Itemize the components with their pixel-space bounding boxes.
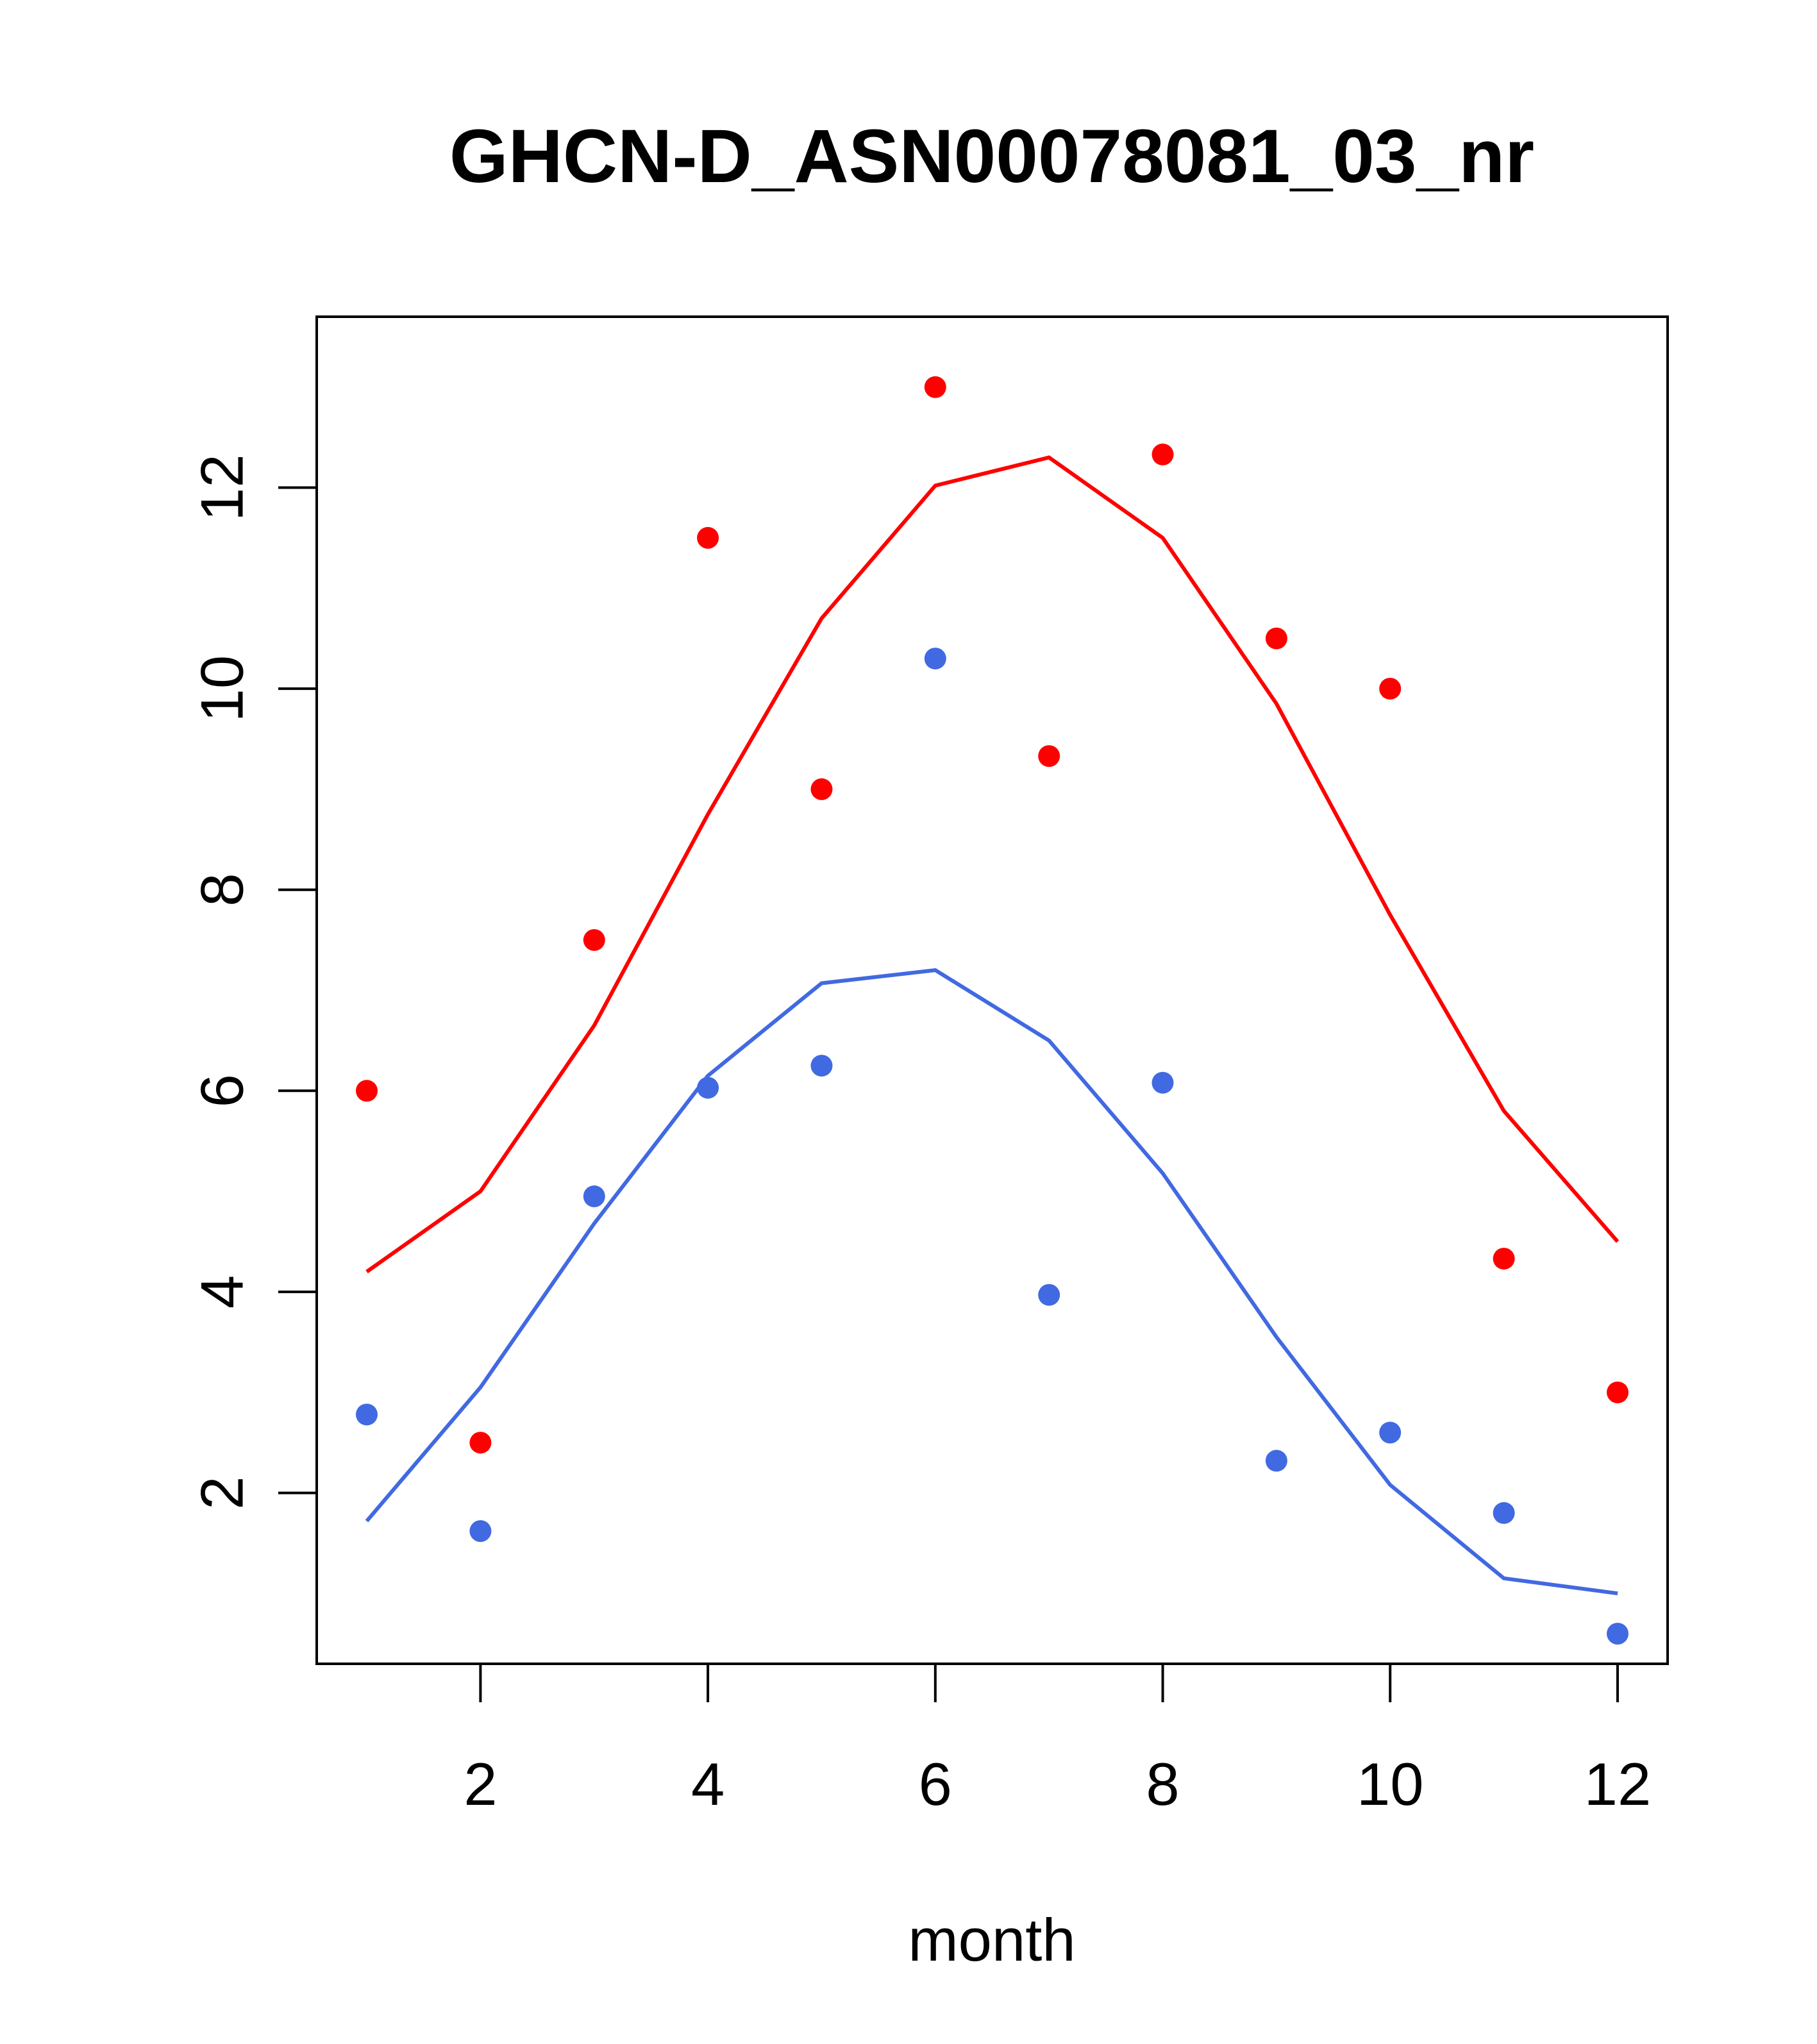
y-tick-label: 8 [188,873,256,907]
series-2-point [697,1076,719,1099]
series-2-point [924,648,946,670]
x-tick-label: 10 [1357,1750,1424,1818]
series-2-point [1379,1421,1402,1444]
x-axis-label: month [908,1906,1075,1973]
series-2-line [365,968,1618,1596]
chart-title: GHCN-D_ASN00078081_03_nr [449,114,1534,199]
y-tick-label: 12 [188,454,256,521]
series-1-point [697,526,719,549]
series-2-point [1607,1623,1629,1645]
series-1-point [1493,1248,1515,1270]
y-tick-label: 2 [188,1476,256,1509]
y-tick-label: 4 [188,1275,256,1309]
x-tick-label: 4 [691,1750,724,1818]
series-1-point [583,929,605,951]
series-2-point [1265,1450,1287,1472]
series-1-point [810,778,833,800]
y-axis: 2 4 6 8 10 12 [188,454,318,1510]
x-tick-label: 2 [464,1750,497,1818]
series-1-point [356,1080,378,1102]
series-1-point [1151,443,1174,465]
series-2-point [1151,1071,1174,1094]
plot-frame [315,315,1669,1665]
x-axis: 2 4 6 8 10 12 [464,1663,1652,1818]
x-tick-label: 12 [1584,1750,1652,1818]
series-2-point [1038,1284,1060,1306]
y-tick-label: 10 [188,655,256,723]
series-1-point [1038,745,1060,767]
series-2-point [356,1403,378,1426]
series-1-point [469,1432,492,1454]
x-tick-label: 6 [919,1750,952,1818]
x-tick-label: 8 [1146,1750,1179,1818]
series-2-point [583,1185,605,1207]
plot-area [356,376,1629,1645]
series-2-point [1493,1502,1515,1524]
series-1-point [1265,627,1287,649]
series-1-point [1607,1381,1629,1403]
series-1-point [1379,678,1402,700]
series-2-point [469,1520,492,1542]
y-tick-label: 6 [188,1074,256,1107]
series-1-line [365,455,1620,1273]
series-2-point [810,1055,833,1077]
series-1-point [924,376,946,398]
